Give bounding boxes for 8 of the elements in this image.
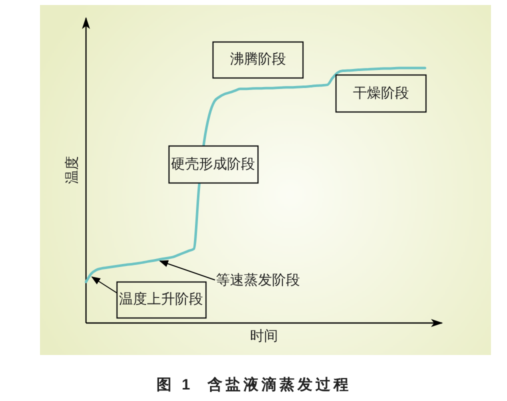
- text: 图 1 含盐液滴蒸发过程: [156, 376, 352, 394]
- annotation: 干燥阶段: [353, 86, 409, 102]
- annotation: 温度上升阶段: [119, 292, 203, 308]
- text: 沸腾阶段: [230, 52, 286, 68]
- x-axis-title: 时间: [250, 328, 278, 344]
- annotation: 硬壳形成阶段: [171, 156, 255, 172]
- y-axis-title: 温度: [64, 156, 80, 184]
- annotation: 等速蒸发阶段: [216, 272, 300, 288]
